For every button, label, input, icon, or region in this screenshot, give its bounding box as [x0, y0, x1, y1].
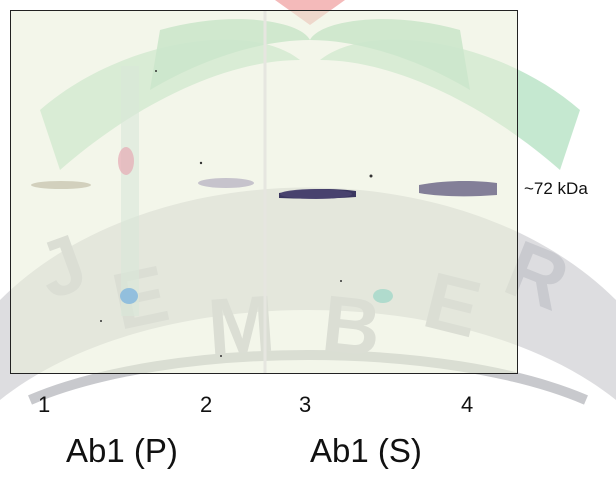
sample-label-ab1-p: Ab1 (P) — [66, 432, 178, 469]
lane-label-2: 2 — [200, 392, 213, 417]
lane-label-4: 4 — [461, 392, 474, 417]
western-blot-image — [10, 10, 518, 374]
molecular-weight-label: ~72 kDa — [524, 179, 588, 198]
lane-label-3: 3 — [299, 392, 312, 417]
sample-label-ab1-s: Ab1 (S) — [310, 432, 422, 469]
lane-label-1: 1 — [38, 392, 51, 417]
